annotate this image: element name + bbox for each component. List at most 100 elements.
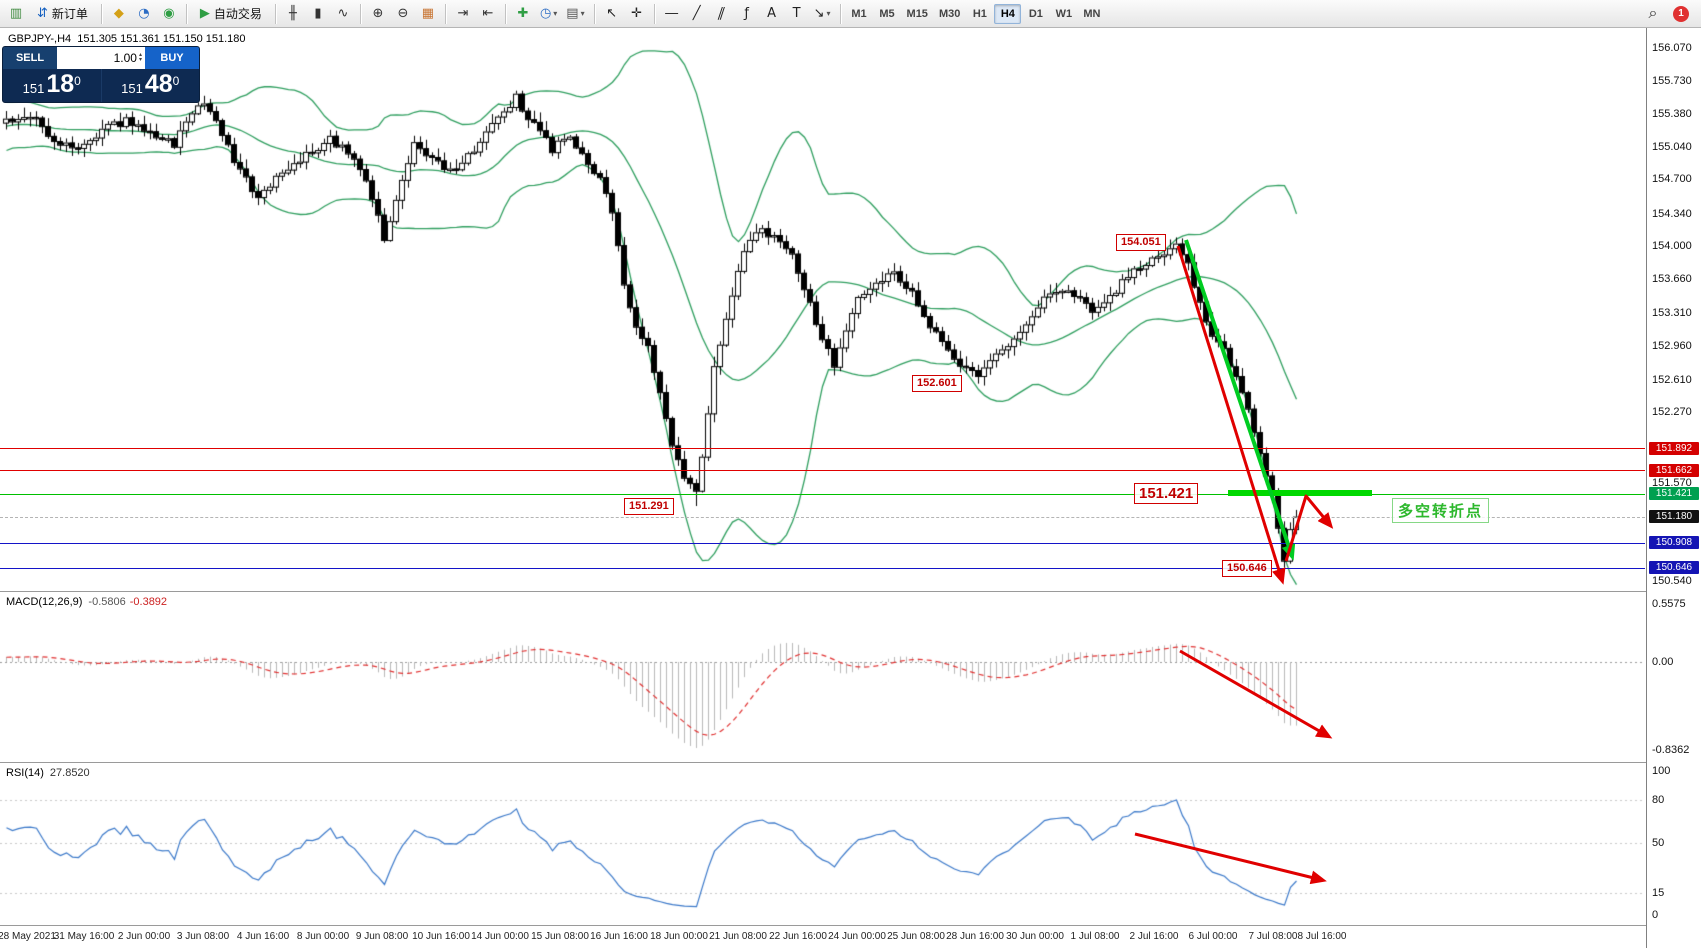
dropdown-caret-icon[interactable]: ▾ [553, 9, 558, 18]
price-callout-151.421[interactable]: 151.421 [1134, 483, 1199, 504]
search-icon[interactable]: ⌕ [1648, 4, 1658, 22]
tile-windows-icon[interactable]: ▦ [416, 3, 440, 25]
horizontal-line-150.908[interactable] [0, 543, 1645, 544]
macd-tick: 0.5575 [1652, 598, 1686, 610]
price-tick: 154.340 [1652, 207, 1692, 220]
time-label: 7 Jul 08:00 [1248, 931, 1298, 942]
time-label: 14 Jun 00:00 [471, 931, 529, 942]
rsi-tick: 50 [1652, 837, 1665, 849]
rsi-tick: 15 [1652, 887, 1665, 900]
new-chart-icon[interactable]: ▥ [4, 3, 28, 25]
horizontal-line-151.180[interactable] [0, 517, 1645, 518]
horizontal-line-151.421[interactable] [0, 494, 1645, 495]
timeframe-M1[interactable]: M1 [851, 7, 867, 20]
toolbar-separator [359, 3, 361, 24]
horizontal-line-icon[interactable]: ― [660, 3, 684, 25]
templates-icon[interactable]: ▤ ▾ [562, 3, 588, 25]
new-chart-icon: ▥ [9, 6, 23, 21]
timeframe-H4[interactable]: H4 [994, 3, 1022, 24]
price-badge-151.180: 151.180 [1649, 510, 1699, 524]
time-axis[interactable]: 28 May 2021 31 May 16:00 2 Jun 00:00 3 Jun … [0, 926, 1646, 948]
rsi-label: RSI(14) 27.8520 [6, 767, 90, 779]
text-icon[interactable]: A [760, 3, 784, 25]
price-panel[interactable]: 154.051 152.601 151.291 151.421 150.646 多空转折… [0, 28, 1645, 591]
refresh-icon[interactable]: ◉ [157, 3, 181, 25]
cursor-icon[interactable]: ↖ [600, 3, 624, 25]
autotrading-button[interactable]: ▶ 自动交易 [192, 3, 270, 25]
buy-price-big: 48 [144, 70, 173, 98]
price-tick: 150.540 [1652, 574, 1692, 587]
macd-chart[interactable] [0, 592, 1645, 762]
cursor-icon: ↖ [606, 6, 618, 21]
time-label: 8 Jun 00:00 [296, 931, 350, 942]
price-badge-151.421: 151.421 [1649, 487, 1699, 501]
panel-separator[interactable] [0, 591, 1646, 592]
candlestick-chart[interactable] [0, 28, 1645, 591]
sell-button[interactable]: SELL [3, 47, 57, 69]
rsi-value: 27.8520 [49, 767, 90, 779]
equidistant-channel-icon[interactable]: ∥ [710, 3, 734, 25]
time-label: 18 Jun 00:00 [650, 931, 708, 942]
time-label: 9 Jun 08:00 [355, 931, 409, 942]
chart-shift-icon[interactable]: ⇤ [476, 3, 500, 25]
timeframe-W1[interactable]: W1 [1055, 7, 1073, 20]
line-chart-icon: ∿ [337, 6, 349, 21]
price-badge-151.892: 151.892 [1649, 441, 1699, 455]
toolbar-separator [274, 3, 276, 24]
volume-spinner[interactable]: ▴ ▾ [138, 52, 142, 63]
sell-price[interactable]: 151 18 0 [3, 69, 102, 102]
line-chart-icon[interactable]: ∿ [331, 3, 355, 25]
bar-chart-icon: ╫ [289, 6, 297, 21]
price-callout-154.051[interactable]: 154.051 [1116, 234, 1166, 251]
indicators-icon[interactable]: ✚ [511, 3, 535, 25]
market-watch-icon[interactable]: ◆ [107, 3, 131, 25]
timeframe-M30[interactable]: M30 [938, 7, 961, 20]
panel-separator[interactable] [0, 925, 1646, 926]
support-highlight-bar[interactable] [1228, 490, 1372, 496]
dropdown-caret-icon[interactable]: ▾ [580, 9, 585, 18]
time-label: 30 Jun 00:00 [1006, 931, 1064, 942]
auto-scroll-icon[interactable]: ⇥ [451, 3, 475, 25]
arrows-tool-icon[interactable]: ↘ ▾ [810, 3, 835, 25]
timeframe-MN[interactable]: MN [1083, 7, 1101, 20]
crosshair-icon[interactable]: ✛ [625, 3, 649, 25]
time-label: 28 May 2021 [0, 931, 56, 942]
time-label: 24 Jun 00:00 [828, 931, 886, 942]
macd-panel[interactable]: MACD(12,26,9) -0.5806 -0.3892 [0, 592, 1645, 762]
timeframe-M15[interactable]: M15 [906, 7, 928, 20]
rsi-chart[interactable] [0, 763, 1645, 925]
text-label-icon[interactable]: T [785, 3, 809, 25]
data-window-icon[interactable]: ◔ [132, 3, 156, 25]
horizontal-line-151.662[interactable] [0, 470, 1645, 471]
price-badge-151.662: 151.662 [1649, 463, 1699, 477]
bar-chart-icon[interactable]: ╫ [281, 3, 305, 25]
notification-badge[interactable]: 1 [1673, 5, 1689, 22]
price-callout-152.601[interactable]: 152.601 [912, 375, 962, 392]
price-callout-151.291[interactable]: 151.291 [624, 498, 674, 515]
timeframe-M5[interactable]: M5 [879, 7, 895, 20]
candlestick-chart-icon[interactable]: ▮ [306, 3, 330, 25]
zoom-out-icon[interactable]: ⊖ [391, 3, 415, 25]
fibonacci-icon[interactable]: ƒ [735, 3, 759, 25]
horizontal-line-150.646[interactable] [0, 568, 1645, 569]
rsi-panel[interactable]: RSI(14) 27.8520 [0, 763, 1645, 925]
buy-price[interactable]: 151 48 0 [102, 69, 200, 102]
timeframe-H1[interactable]: H1 [972, 7, 987, 20]
spinner-down-icon[interactable]: ▾ [138, 57, 142, 63]
volume-input[interactable] [80, 51, 137, 65]
panel-separator[interactable] [0, 762, 1646, 763]
annotation-label[interactable]: 多空转折点 [1392, 498, 1490, 523]
trendline-icon[interactable]: ╱ [685, 3, 709, 25]
periods-icon[interactable]: ◷ ▾ [536, 3, 561, 25]
horizontal-line-151.892[interactable] [0, 448, 1645, 449]
buy-button[interactable]: BUY [145, 47, 199, 69]
new-order-button-label: 新订单 [51, 7, 88, 21]
macd-main-value: -0.5806 [88, 596, 126, 608]
timeframe-D1[interactable]: D1 [1028, 7, 1043, 20]
price-axis[interactable]: 156.070 155.730 155.380 155.040 154.700 154.3… [1647, 28, 1701, 948]
new-order-button[interactable]: ⇵ 新订单 [29, 3, 96, 25]
price-callout-150.646[interactable]: 150.646 [1222, 560, 1272, 577]
dropdown-caret-icon[interactable]: ▾ [826, 9, 831, 18]
spinner-up-icon[interactable]: ▴ [138, 52, 142, 58]
zoom-in-icon[interactable]: ⊕ [366, 3, 390, 25]
